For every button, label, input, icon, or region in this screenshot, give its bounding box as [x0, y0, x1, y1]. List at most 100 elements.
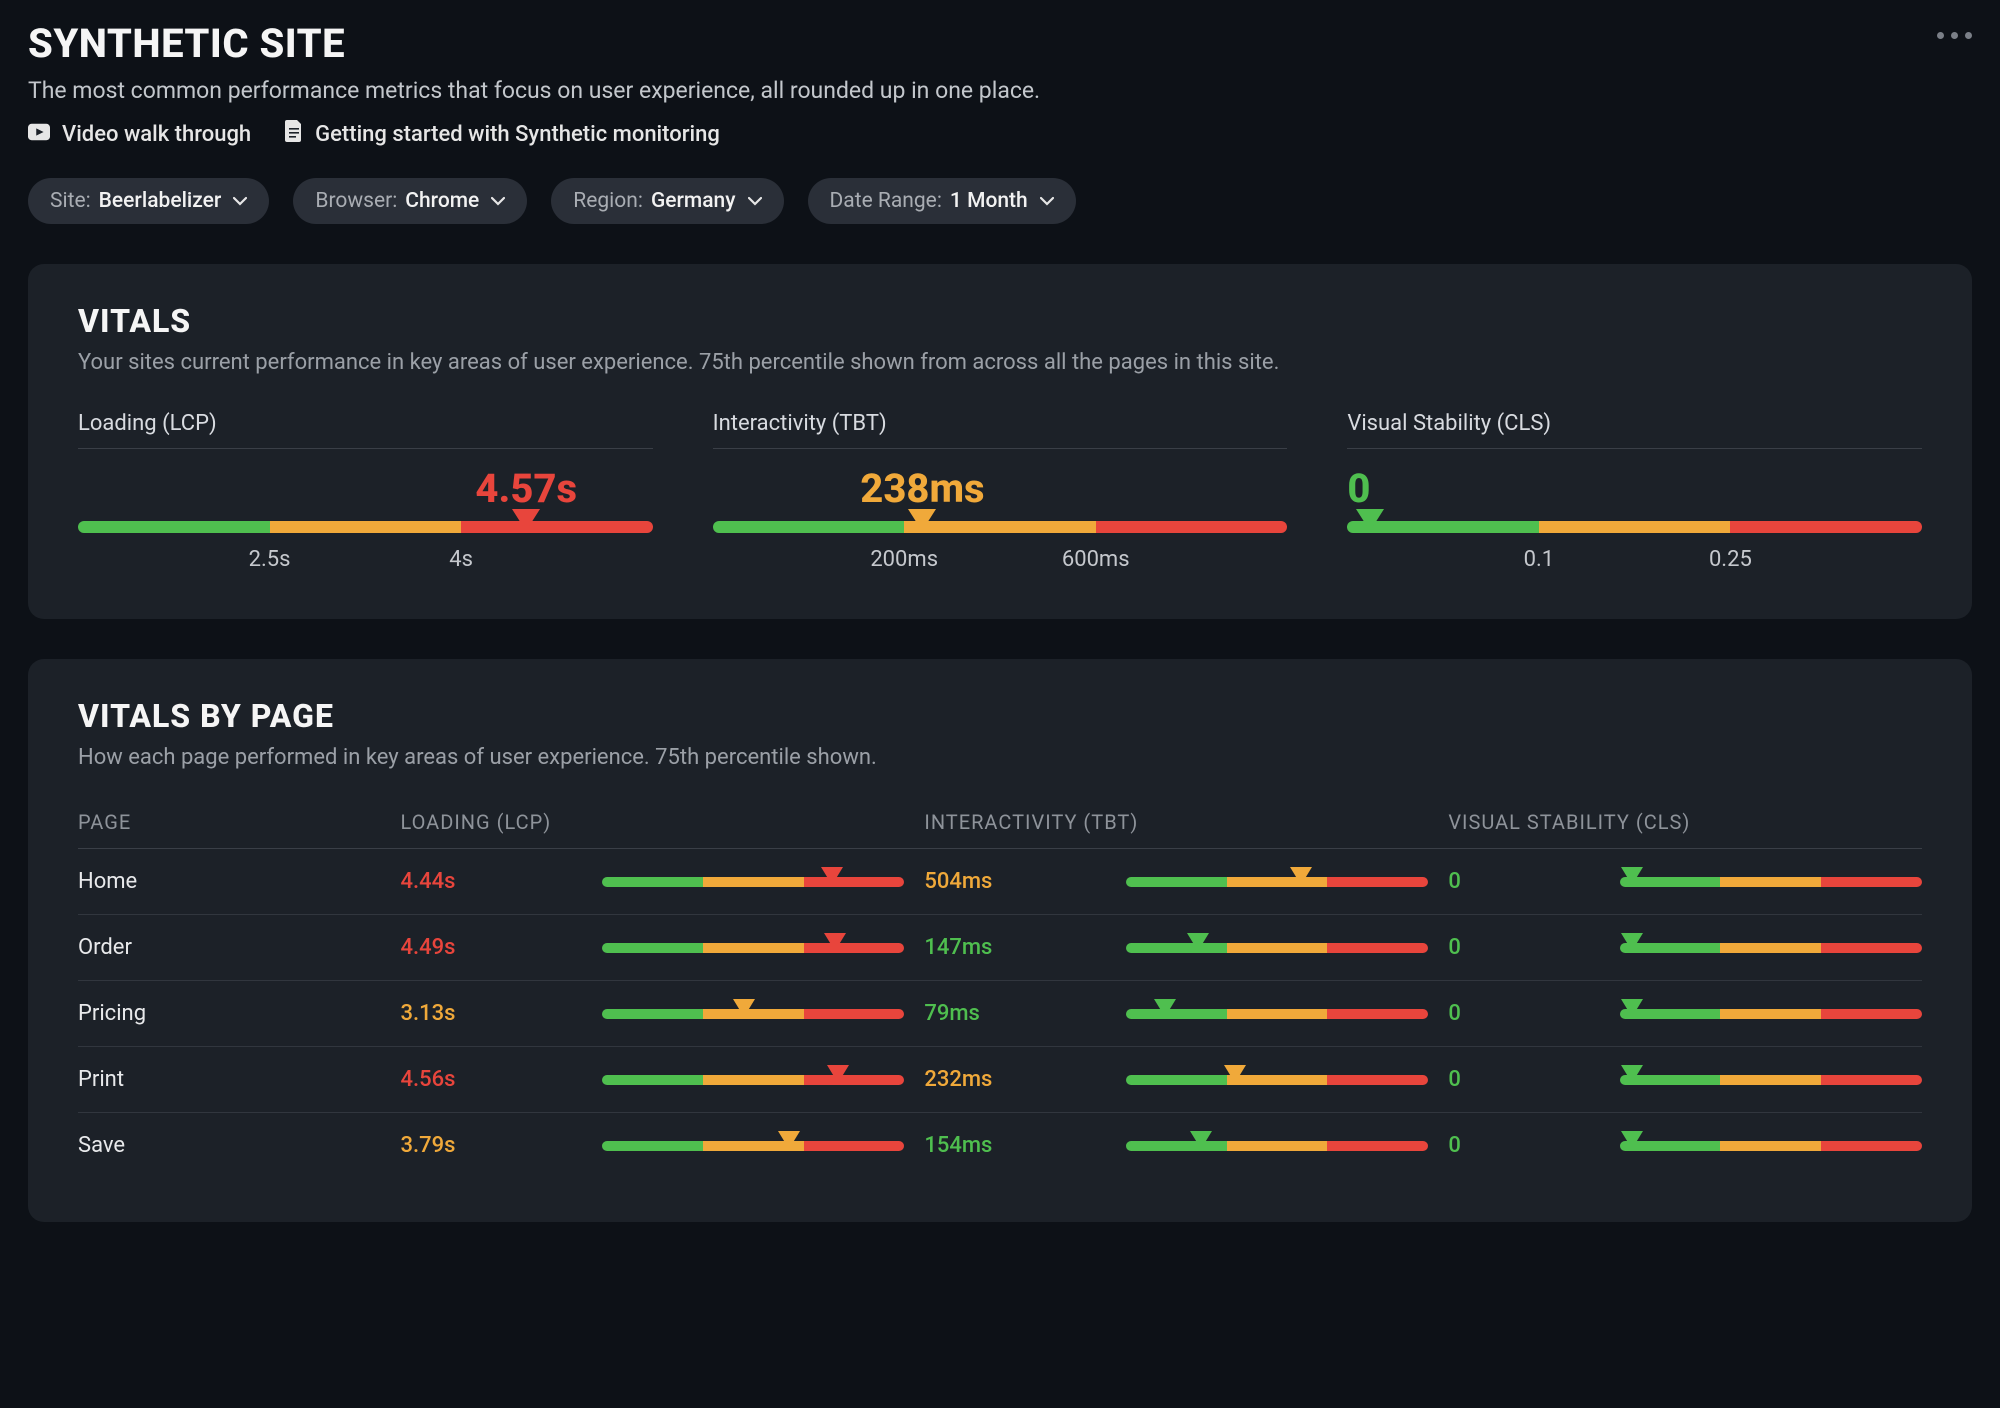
filter-region[interactable]: Region: Germany — [551, 178, 783, 224]
vital-value-wrap: 238ms — [713, 465, 1288, 513]
video-icon — [28, 122, 50, 147]
page-name-cell: Home — [78, 869, 380, 894]
mini-marker-icon — [1621, 1065, 1643, 1083]
tick-label: 0.25 — [1709, 547, 1752, 572]
filter-value: Beerlabelizer — [99, 189, 222, 213]
vital-value: 238ms — [860, 465, 984, 512]
getting-started-link[interactable]: Getting started with Synthetic monitorin… — [285, 120, 720, 148]
filter-label: Region: — [573, 189, 643, 213]
mini-bar — [1620, 1009, 1922, 1019]
vitals-metrics-row: Loading (LCP)4.57s2.5s4sInteractivity (T… — [78, 411, 1922, 575]
table-row[interactable]: Home4.44s504ms0 — [78, 849, 1922, 915]
col-header-cls: VISUAL STABILITY (CLS) — [1448, 810, 1922, 834]
lcp-value-cell: 4.44s — [400, 869, 581, 894]
cls-value-cell: 0 — [1448, 935, 1599, 960]
mini-bar — [602, 1009, 904, 1019]
table-row[interactable]: Print 4.56s 232ms 0 — [78, 1047, 1922, 1113]
filter-bar: Site: Beerlabelizer Browser: Chrome Regi… — [28, 178, 1972, 224]
vital-label: Interactivity (TBT) — [713, 411, 1288, 449]
vital-value: 0 — [1347, 465, 1370, 512]
vital-bar — [78, 521, 653, 533]
mini-marker-icon — [824, 933, 846, 951]
filter-value: 1 Month — [950, 189, 1028, 213]
lcp-value-cell: 3.79s — [400, 1133, 581, 1158]
mini-bar — [602, 943, 904, 953]
page-name-cell: Order — [78, 935, 380, 960]
table-header-row: PAGE LOADING (LCP) INTERACTIVITY (TBT) V… — [78, 798, 1922, 849]
filter-label: Site: — [50, 189, 91, 213]
chevron-down-icon — [1040, 196, 1054, 206]
lcp-value-cell: 4.56s — [400, 1067, 581, 1092]
mini-marker-icon — [1187, 933, 1209, 951]
mini-bar — [1620, 1141, 1922, 1151]
cls-value-cell: 0 — [1448, 869, 1599, 894]
page-name-cell: Print — [78, 1067, 380, 1092]
tbt-value-cell: 147ms — [924, 935, 1105, 960]
page-header: SYNTHETIC SITE The most common performan… — [28, 20, 1972, 148]
header-text-block: SYNTHETIC SITE The most common performan… — [28, 20, 1040, 148]
chevron-down-icon — [491, 196, 505, 206]
mini-bar — [1620, 1075, 1922, 1085]
mini-marker-icon — [1190, 1131, 1212, 1149]
filter-value: Chrome — [405, 189, 479, 213]
vital-value-wrap: 0 — [1347, 465, 1922, 513]
mini-bar — [1126, 943, 1428, 953]
filter-browser[interactable]: Browser: Chrome — [293, 178, 527, 224]
dot-icon — [1937, 32, 1944, 39]
tick-label: 0.1 — [1524, 547, 1555, 572]
vitals-by-page-title: VITALS BY PAGE — [78, 697, 1922, 735]
mini-bar — [1126, 1075, 1428, 1085]
tick-label: 4s — [449, 547, 473, 572]
mini-marker-icon — [1621, 1131, 1643, 1149]
vital-label: Visual Stability (CLS) — [1347, 411, 1922, 449]
mini-marker-icon — [733, 999, 755, 1017]
vital-marker-icon — [908, 509, 936, 531]
tbt-value-cell: 154ms — [924, 1133, 1105, 1158]
tbt-value-cell: 232ms — [924, 1067, 1105, 1092]
vital-bar — [1347, 521, 1922, 533]
tick-label: 200ms — [870, 547, 938, 572]
mini-bar — [602, 1075, 904, 1085]
filter-label: Date Range: — [830, 189, 942, 213]
more-menu-button[interactable] — [1937, 20, 1972, 39]
page-name-cell: Pricing — [78, 1001, 380, 1026]
filter-date-range[interactable]: Date Range: 1 Month — [808, 178, 1076, 224]
col-header-tbt: INTERACTIVITY (TBT) — [924, 810, 1428, 834]
col-header-lcp: LOADING (LCP) — [400, 810, 904, 834]
table-row[interactable]: Pricing3.13s79ms0 — [78, 981, 1922, 1047]
mini-marker-icon — [1621, 867, 1643, 885]
mini-marker-icon — [1224, 1065, 1246, 1083]
vitals-subtitle: Your sites current performance in key ar… — [78, 350, 1922, 375]
chevron-down-icon — [748, 196, 762, 206]
vital-marker-icon — [1356, 509, 1384, 531]
mini-marker-icon — [1621, 933, 1643, 951]
dot-icon — [1965, 32, 1972, 39]
vitals-by-page-table: PAGE LOADING (LCP) INTERACTIVITY (TBT) V… — [78, 798, 1922, 1178]
cls-value-cell: 0 — [1448, 1133, 1599, 1158]
table-row[interactable]: Order 4.49s 147ms 0 — [78, 915, 1922, 981]
mini-bar — [1126, 1009, 1428, 1019]
page-root: SYNTHETIC SITE The most common performan… — [0, 0, 2000, 1262]
cls-value-cell: 0 — [1448, 1067, 1599, 1092]
page-subtitle: The most common performance metrics that… — [28, 77, 1040, 104]
vital-cls: Visual Stability (CLS) 0 0.1 0.25 — [1347, 411, 1922, 575]
lcp-value-cell: 4.49s — [400, 935, 581, 960]
filter-value: Germany — [651, 189, 736, 213]
mini-bar — [1620, 877, 1922, 887]
vital-lcp: Loading (LCP)4.57s2.5s4s — [78, 411, 653, 575]
header-links: Video walk through Getting started with … — [28, 120, 1040, 148]
tbt-value-cell: 79ms — [924, 1001, 1105, 1026]
mini-marker-icon — [827, 1065, 849, 1083]
filter-site[interactable]: Site: Beerlabelizer — [28, 178, 269, 224]
video-walkthrough-link[interactable]: Video walk through — [28, 122, 251, 147]
vital-tbt: Interactivity (TBT)238ms200ms600ms — [713, 411, 1288, 575]
vital-ticks: 0.1 0.25 — [1347, 547, 1922, 575]
vital-value-wrap: 4.57s — [78, 465, 653, 513]
cls-value-cell: 0 — [1448, 1001, 1599, 1026]
vitals-by-page-card: VITALS BY PAGE How each page performed i… — [28, 659, 1972, 1222]
filter-label: Browser: — [315, 189, 397, 213]
vital-label: Loading (LCP) — [78, 411, 653, 449]
video-link-label: Video walk through — [62, 122, 251, 147]
mini-bar — [1620, 943, 1922, 953]
table-row[interactable]: Save3.79s154ms0 — [78, 1113, 1922, 1178]
